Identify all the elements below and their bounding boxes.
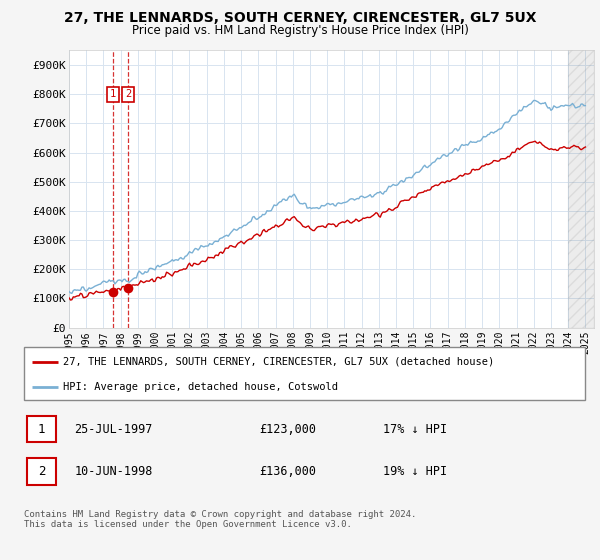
Text: 1: 1 [38, 423, 45, 436]
Text: 2: 2 [125, 89, 131, 99]
Text: 27, THE LENNARDS, SOUTH CERNEY, CIRENCESTER, GL7 5UX: 27, THE LENNARDS, SOUTH CERNEY, CIRENCES… [64, 11, 536, 25]
FancyBboxPatch shape [27, 416, 56, 442]
Text: £123,000: £123,000 [260, 423, 317, 436]
Bar [568, 50, 594, 328]
Text: 1: 1 [110, 89, 116, 99]
Text: £136,000: £136,000 [260, 465, 317, 478]
Text: HPI: Average price, detached house, Cotswold: HPI: Average price, detached house, Cots… [63, 382, 338, 392]
FancyBboxPatch shape [27, 459, 56, 485]
Text: 25-JUL-1997: 25-JUL-1997 [74, 423, 153, 436]
Text: Contains HM Land Registry data © Crown copyright and database right 2024.
This d: Contains HM Land Registry data © Crown c… [24, 510, 416, 529]
Text: 10-JUN-1998: 10-JUN-1998 [74, 465, 153, 478]
Text: 27, THE LENNARDS, SOUTH CERNEY, CIRENCESTER, GL7 5UX (detached house): 27, THE LENNARDS, SOUTH CERNEY, CIRENCES… [63, 357, 494, 367]
Text: 17% ↓ HPI: 17% ↓ HPI [383, 423, 447, 436]
Text: 2: 2 [38, 465, 45, 478]
Text: Price paid vs. HM Land Registry's House Price Index (HPI): Price paid vs. HM Land Registry's House … [131, 24, 469, 36]
Text: 19% ↓ HPI: 19% ↓ HPI [383, 465, 447, 478]
